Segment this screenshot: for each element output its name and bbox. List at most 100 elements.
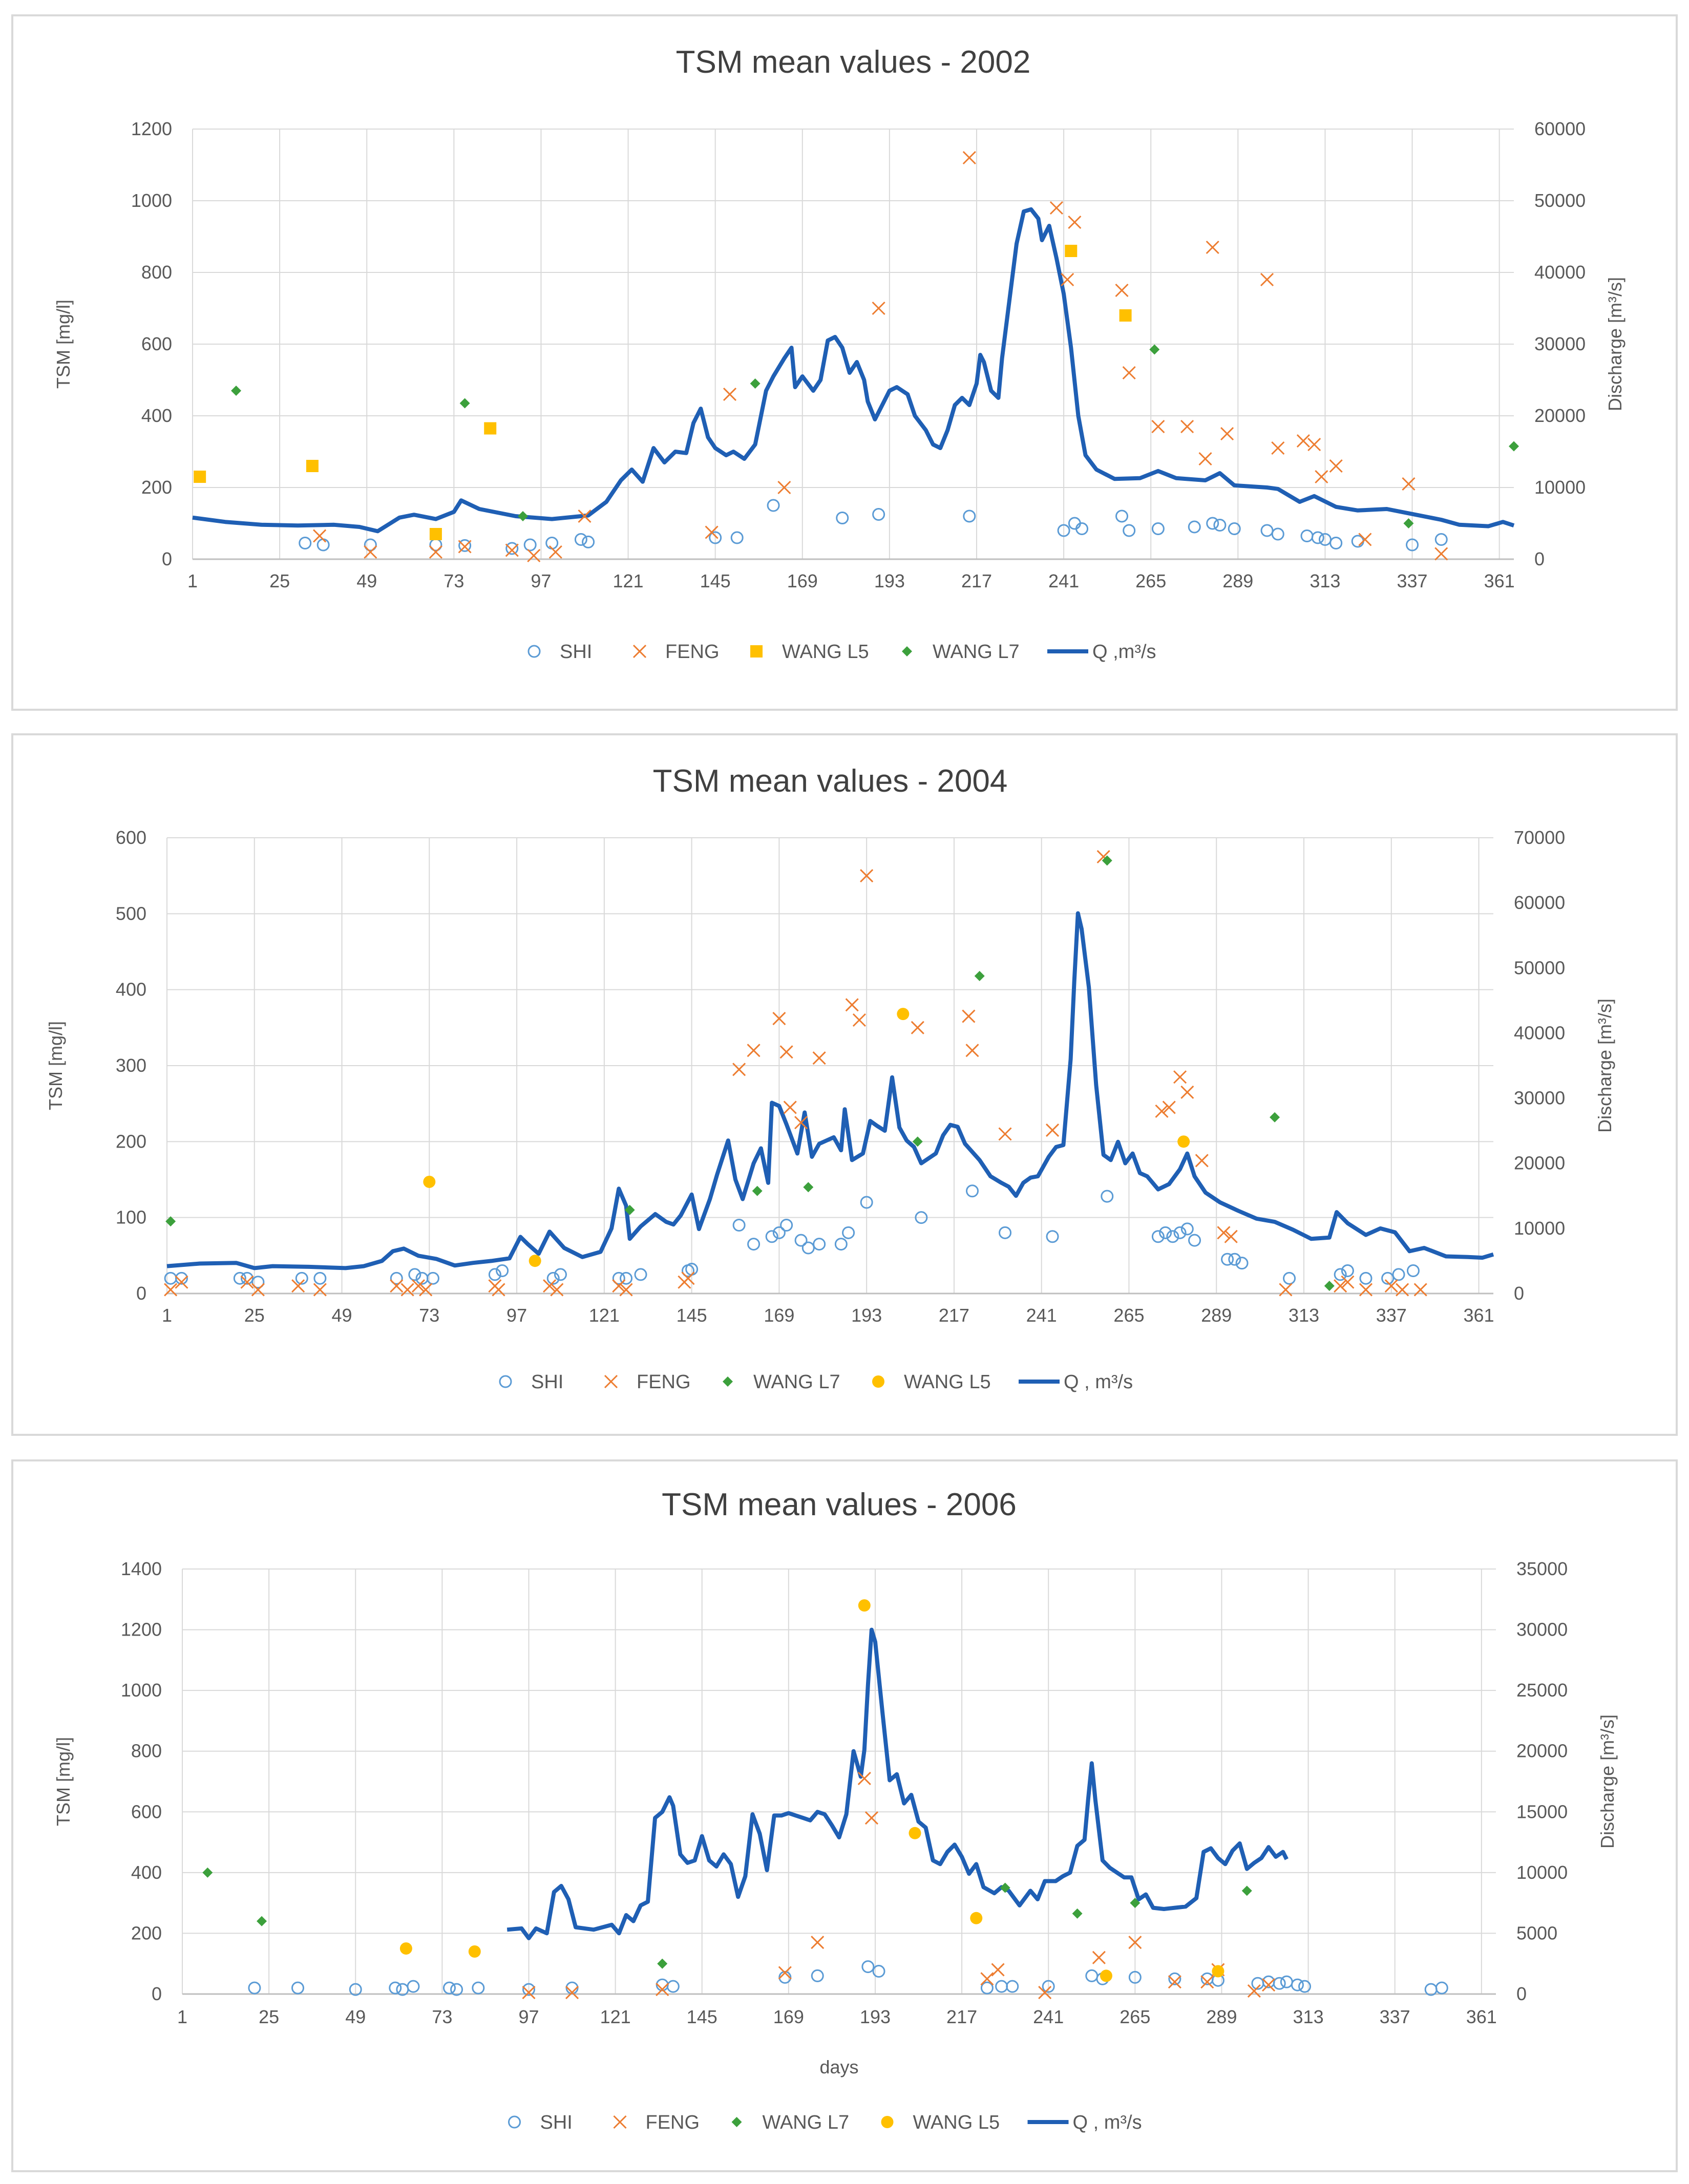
shi-point <box>546 1271 560 1285</box>
feng-point <box>1402 477 1416 491</box>
shi-point <box>1311 531 1324 544</box>
shi-point <box>1206 517 1219 530</box>
feng-point <box>1434 547 1448 561</box>
feng-point <box>1315 470 1328 484</box>
feng-point <box>857 1772 871 1786</box>
chart-panel-2004: TSM mean values - 2004 0 100 200 300 400 500 60… <box>11 733 1678 1436</box>
legend-swatch-shi <box>508 2115 521 2129</box>
x-tick-label: 361 <box>1466 2006 1497 2027</box>
x-tick-label: 337 <box>1380 2006 1410 2027</box>
y-axis-label: TSM [mg/l] <box>45 1021 66 1110</box>
y2-tick-label: 10000 <box>1514 1218 1565 1239</box>
feng-point <box>1307 437 1321 452</box>
shi-point <box>915 1211 928 1224</box>
shi-point <box>1228 522 1241 535</box>
feng-point <box>1206 240 1219 255</box>
feng-point <box>656 1983 669 1997</box>
feng-point <box>1180 1085 1194 1099</box>
x-tick-label: 265 <box>1113 1305 1144 1326</box>
legend-label-shi: SHI <box>560 641 592 663</box>
shi-point <box>233 1271 246 1285</box>
discharge-line <box>192 207 1515 534</box>
legend-swatch-wang-l7 <box>902 646 912 656</box>
shi-point <box>1406 538 1419 552</box>
feng-point <box>872 301 885 315</box>
feng-point <box>777 480 791 495</box>
y2-axis-label: Discharge [m³/s] <box>1594 999 1615 1133</box>
shi-point <box>1085 1969 1099 1982</box>
shi-point <box>1151 1230 1165 1243</box>
y-tick-label: 1000 <box>121 1680 162 1701</box>
feng-point <box>1122 366 1136 380</box>
shi-point <box>1101 1190 1114 1203</box>
shi-point <box>747 1238 761 1251</box>
feng-point <box>400 1283 414 1297</box>
y2-tick-label: 60000 <box>1534 118 1586 139</box>
wang-l5-point <box>970 1912 983 1924</box>
shi-point <box>765 1230 778 1243</box>
x-tick-label: 145 <box>700 570 731 591</box>
shi-point <box>1188 520 1201 534</box>
wang-l7-point <box>1509 441 1519 452</box>
shi-point <box>1260 524 1274 537</box>
y-tick-label: 300 <box>116 1055 146 1076</box>
x-tick-label: 337 <box>1376 1305 1407 1326</box>
shi-point <box>523 538 537 552</box>
x-tick-label: 73 <box>419 1305 439 1326</box>
feng-point <box>1261 1978 1276 1992</box>
shi-point <box>1006 1980 1019 1993</box>
feng-point <box>291 1279 305 1293</box>
legend-label-feng: FENG <box>665 641 720 663</box>
feng-point <box>998 1127 1012 1141</box>
wang-l5-point <box>897 1008 910 1021</box>
shi-point <box>842 1226 855 1239</box>
feng-point <box>1359 1283 1373 1297</box>
y-tick-label: 600 <box>116 827 146 848</box>
feng-point <box>1296 434 1310 448</box>
y-tick-label: 400 <box>116 979 146 1000</box>
y2-tick-label: 5000 <box>1516 1922 1557 1943</box>
wang-l5-point <box>1119 309 1132 322</box>
feng-point <box>1061 272 1074 287</box>
y2-tick-label: 20000 <box>1534 405 1586 426</box>
wang-l7-point <box>624 1204 635 1215</box>
feng-point <box>778 1966 792 1980</box>
feng-point <box>522 1985 536 2000</box>
feng-point <box>390 1279 404 1293</box>
wang-l5-point <box>1212 1965 1224 1978</box>
wang-l7-point <box>459 398 470 409</box>
shi-point <box>872 508 885 521</box>
chart-2006: TSM mean values - 2006 0 200 400 600 800 1000 1… <box>53 1487 1618 2133</box>
feng-point <box>1151 419 1165 434</box>
feng-point <box>492 1283 505 1297</box>
x-tick-label: 1 <box>187 570 198 591</box>
feng-point <box>565 1985 579 2000</box>
wang-l7-point <box>1270 1112 1280 1122</box>
chart-title: TSM mean values - 2006 <box>662 1487 1017 1522</box>
feng-point <box>313 1283 327 1297</box>
x-tick-label: 337 <box>1397 570 1427 591</box>
feng-point <box>251 1283 265 1297</box>
feng-point <box>1260 272 1274 287</box>
shi-point <box>666 1980 680 1993</box>
feng-point <box>962 1009 976 1023</box>
shi-point <box>1042 1980 1055 1993</box>
x-tick-label: 289 <box>1201 1305 1232 1326</box>
feng-point <box>1413 1283 1427 1297</box>
legend-swatch-wang-l5 <box>872 1375 884 1388</box>
y-tick-label: 0 <box>136 1283 146 1304</box>
legend-label-wang-l5: WANG L5 <box>913 2112 1000 2133</box>
shi-point <box>995 1980 1008 1993</box>
shi-point <box>1046 1230 1059 1243</box>
shi-point <box>1329 537 1343 549</box>
wang-l7-point <box>1324 1281 1335 1291</box>
shi-point <box>1213 519 1227 532</box>
x-tick-label: 73 <box>432 2006 452 2027</box>
y2-tick-label: 20000 <box>1514 1153 1565 1174</box>
chart-2004: TSM mean values - 2004 0 100 200 300 400 500 60… <box>45 764 1615 1393</box>
shi-point <box>582 535 595 548</box>
feng-point <box>1045 1123 1060 1137</box>
shi-point <box>364 538 377 552</box>
legend-swatch-shi <box>499 1375 512 1388</box>
shi-point <box>860 1196 873 1209</box>
